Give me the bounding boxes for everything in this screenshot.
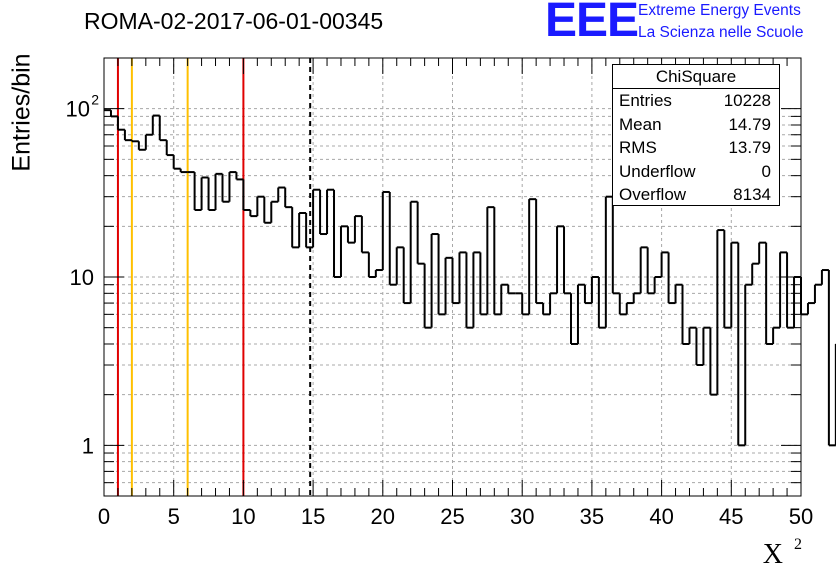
stats-box: ChiSquare Entries 10228 Mean 14.79 RMS 1… bbox=[612, 64, 780, 206]
x-tick-label: 25 bbox=[440, 504, 464, 529]
eee-logo: EEE bbox=[545, 0, 639, 47]
stats-label: Overflow bbox=[619, 185, 687, 204]
stats-value: 14.79 bbox=[728, 114, 771, 134]
chart-title: ROMA-02-2017-06-01-00345 bbox=[84, 8, 384, 34]
stats-row-overflow: Overflow 8134 bbox=[613, 183, 779, 207]
x-tick-label: 15 bbox=[301, 504, 325, 529]
stats-value: 0 bbox=[761, 161, 771, 181]
stats-row-underflow: Underflow 0 bbox=[613, 160, 779, 184]
stats-label: Entries bbox=[619, 91, 672, 110]
stats-label: RMS bbox=[619, 138, 657, 157]
stats-row-rms: RMS 13.79 bbox=[613, 136, 779, 160]
x-tick-label: 40 bbox=[649, 504, 673, 529]
stats-label: Mean bbox=[619, 114, 662, 134]
y-tick-label-exponent: 2 bbox=[91, 92, 99, 108]
x-tick-label: 30 bbox=[510, 504, 534, 529]
logo-line-1: Extreme Energy Events bbox=[638, 2, 801, 19]
x-tick-label: 10 bbox=[231, 504, 255, 529]
stats-value: 10228 bbox=[723, 91, 771, 110]
stats-value: 13.79 bbox=[728, 138, 771, 157]
stats-value: 8134 bbox=[733, 185, 771, 204]
stats-title: ChiSquare bbox=[613, 65, 779, 89]
x-axis-label-exponent: 2 bbox=[794, 536, 802, 553]
y-axis-label: Entries/bin bbox=[7, 53, 36, 172]
x-tick-label: 45 bbox=[719, 504, 743, 529]
y-tick-label: 1 bbox=[82, 433, 94, 458]
y-tick-label: 10 bbox=[66, 97, 90, 122]
stats-label: Underflow bbox=[619, 161, 696, 181]
x-tick-label: 35 bbox=[580, 504, 604, 529]
x-tick-label: 0 bbox=[98, 504, 110, 529]
x-tick-label: 50 bbox=[789, 504, 813, 529]
logo-line-2: La Scienza nelle Scuole bbox=[638, 24, 804, 41]
stats-row-mean: Mean 14.79 bbox=[613, 113, 779, 137]
x-tick-label: 5 bbox=[168, 504, 180, 529]
stats-row-entries: Entries 10228 bbox=[613, 89, 779, 113]
x-tick-label: 20 bbox=[371, 504, 395, 529]
y-tick-label: 10 bbox=[70, 265, 94, 290]
x-axis-label: X bbox=[763, 539, 783, 570]
